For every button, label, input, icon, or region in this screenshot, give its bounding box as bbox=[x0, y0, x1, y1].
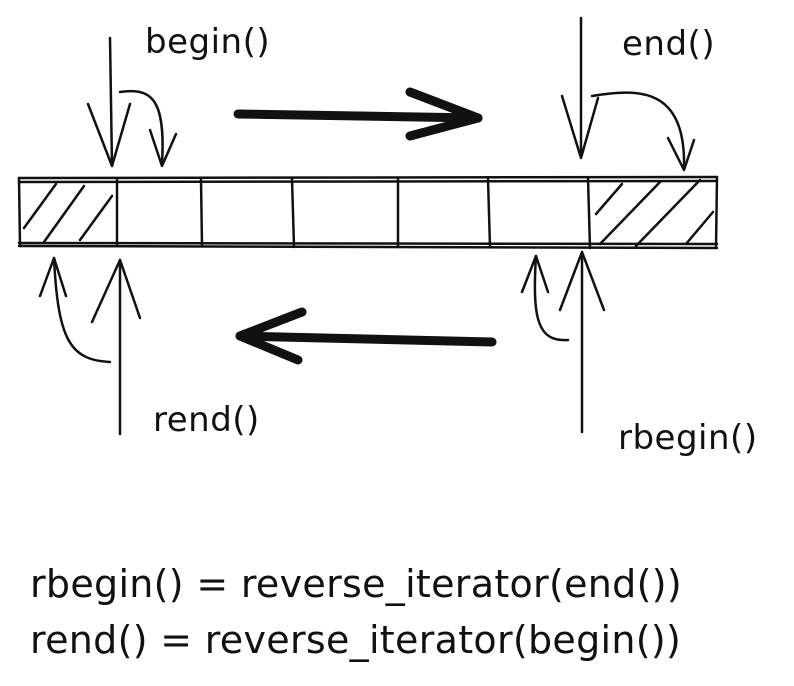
hatched-cell-past-the-end bbox=[594, 178, 715, 248]
cell-dividers bbox=[115, 176, 592, 250]
rend-pointer-arrow bbox=[38, 256, 142, 436]
end-pointer-arrow bbox=[560, 16, 696, 172]
begin-label: begin() bbox=[145, 22, 271, 62]
begin-pointer-arrow bbox=[86, 36, 178, 168]
formula-rbegin: rbegin() = reverse_iterator(end()) bbox=[30, 562, 682, 606]
array-strip bbox=[17, 175, 719, 250]
reverse-direction-arrow bbox=[235, 307, 497, 365]
forward-direction-arrow bbox=[233, 87, 483, 141]
hatched-cell-before-first bbox=[22, 182, 114, 244]
formula-rend: rend() = reverse_iterator(begin()) bbox=[30, 618, 682, 662]
rbegin-pointer-arrow bbox=[520, 250, 606, 434]
rbegin-label: rbegin() bbox=[618, 418, 758, 458]
end-label: end() bbox=[622, 24, 716, 64]
rend-label: rend() bbox=[153, 400, 260, 440]
